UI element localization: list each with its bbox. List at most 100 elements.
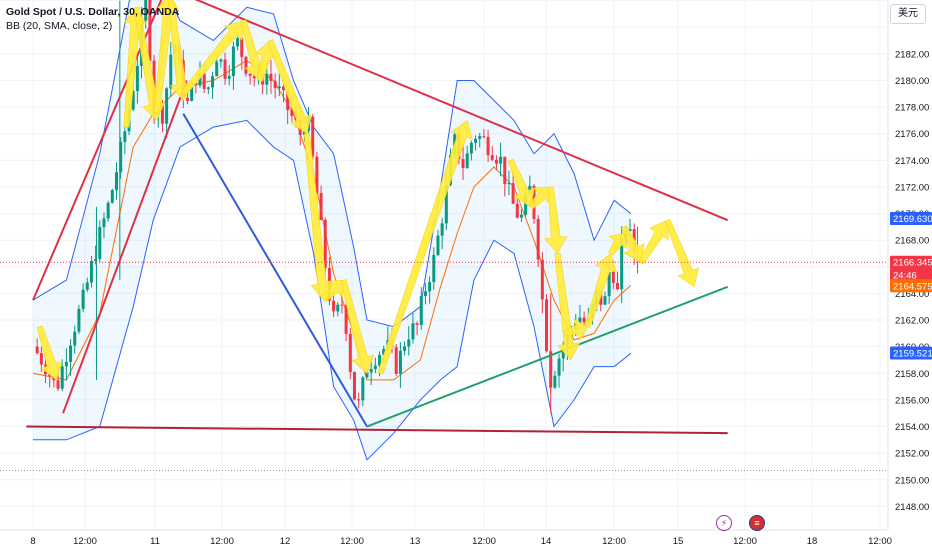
candle[interactable] — [444, 184, 448, 224]
candle[interactable] — [39, 353, 43, 365]
candle[interactable] — [202, 73, 206, 89]
candle[interactable] — [616, 282, 619, 290]
candle[interactable] — [499, 156, 503, 164]
candle[interactable] — [469, 142, 473, 154]
candle[interactable] — [369, 369, 373, 373]
candle[interactable] — [119, 141, 123, 173]
candle[interactable] — [223, 59, 227, 79]
forecast-arrow[interactable] — [544, 186, 568, 255]
forecast-arrow[interactable] — [554, 252, 581, 361]
price-label-tag[interactable]: 2159.521 — [890, 346, 932, 360]
candle[interactable] — [282, 86, 285, 91]
forecast-arrow[interactable] — [36, 325, 63, 381]
candle[interactable] — [373, 365, 377, 370]
candle[interactable] — [64, 361, 68, 367]
candle[interactable] — [110, 190, 114, 203]
bb-lower-band[interactable] — [33, 119, 632, 461]
candle[interactable] — [81, 289, 85, 309]
candle[interactable] — [286, 90, 290, 111]
candle[interactable] — [69, 345, 73, 362]
candle[interactable] — [244, 56, 248, 74]
candle[interactable] — [436, 235, 440, 255]
candle[interactable] — [620, 237, 624, 290]
candle[interactable] — [465, 153, 469, 169]
forecast-arrow[interactable] — [608, 233, 628, 256]
candle[interactable] — [419, 296, 423, 325]
candle[interactable] — [269, 73, 273, 81]
candle[interactable] — [148, 0, 152, 61]
candle[interactable] — [511, 183, 515, 204]
forecast-arrow[interactable] — [562, 318, 588, 342]
forecast-arrow[interactable] — [638, 219, 669, 265]
candle[interactable] — [131, 91, 135, 110]
price-label-tag[interactable]: 2166.345 — [890, 255, 932, 269]
candle[interactable] — [123, 131, 127, 142]
candle[interactable] — [215, 61, 219, 77]
candle[interactable] — [236, 38, 240, 47]
trendline-trend-blue[interactable] — [182, 113, 368, 428]
candle[interactable] — [423, 291, 427, 297]
forecast-arrow[interactable] — [133, 6, 166, 121]
trendline-trend-green[interactable] — [366, 285, 729, 428]
candle[interactable] — [115, 172, 118, 191]
candle[interactable] — [98, 227, 102, 260]
candle[interactable] — [219, 59, 223, 62]
candle[interactable] — [252, 75, 256, 79]
candle[interactable] — [611, 271, 615, 283]
candle[interactable] — [227, 75, 231, 79]
forecast-arrow[interactable] — [267, 39, 312, 135]
candle[interactable] — [628, 229, 632, 231]
forecast-arrow[interactable] — [340, 279, 375, 374]
us-flag-event-icon[interactable]: ≡ — [749, 515, 765, 531]
candle[interactable] — [73, 331, 77, 346]
candle[interactable] — [340, 304, 344, 306]
candle[interactable] — [515, 203, 519, 218]
candle[interactable] — [394, 347, 398, 374]
candle[interactable] — [540, 259, 544, 300]
candle[interactable] — [323, 219, 327, 269]
candle[interactable] — [169, 54, 173, 89]
candle[interactable] — [290, 110, 294, 116]
forecast-arrow[interactable] — [377, 119, 473, 375]
candle[interactable] — [211, 76, 215, 88]
candle[interactable] — [607, 271, 611, 297]
candle[interactable] — [478, 136, 482, 139]
candle[interactable] — [240, 38, 244, 57]
candle[interactable] — [378, 354, 382, 366]
candle[interactable] — [603, 296, 607, 305]
forecast-arrow[interactable] — [507, 158, 535, 208]
candle[interactable] — [194, 83, 198, 86]
candle[interactable] — [486, 136, 490, 156]
forecast-arrow[interactable] — [584, 252, 617, 328]
candle[interactable] — [440, 223, 444, 236]
price-label-tag[interactable]: 2164.575 — [890, 279, 932, 293]
candle[interactable] — [332, 300, 336, 312]
candle[interactable] — [415, 323, 419, 325]
time-axis-bg[interactable] — [0, 530, 888, 550]
forecast-arrow[interactable] — [664, 218, 700, 288]
candle[interactable] — [265, 73, 269, 85]
candle[interactable] — [35, 346, 39, 354]
candle[interactable] — [344, 305, 348, 334]
candle[interactable] — [190, 83, 194, 101]
candle[interactable] — [94, 259, 98, 261]
candle[interactable] — [231, 46, 235, 76]
candle[interactable] — [144, 0, 148, 21]
candle[interactable] — [494, 159, 498, 164]
candle[interactable] — [553, 375, 557, 388]
forecast-arrow[interactable] — [528, 186, 552, 210]
candle[interactable] — [536, 218, 540, 260]
candle[interactable] — [432, 254, 436, 283]
candle[interactable] — [519, 214, 523, 218]
symbol-title[interactable]: Gold Spot / U.S. Dollar, 30, OANDA — [6, 6, 180, 18]
candle[interactable] — [348, 333, 352, 372]
candle[interactable] — [545, 299, 549, 352]
candle[interactable] — [361, 377, 365, 401]
currency-button[interactable]: 美元 — [890, 4, 926, 24]
candle[interactable] — [89, 260, 93, 283]
price-label-tag[interactable]: 24:46 — [890, 268, 932, 282]
trendline-trend-red[interactable] — [167, 0, 729, 222]
candle[interactable] — [352, 371, 356, 400]
candle[interactable] — [407, 339, 411, 347]
